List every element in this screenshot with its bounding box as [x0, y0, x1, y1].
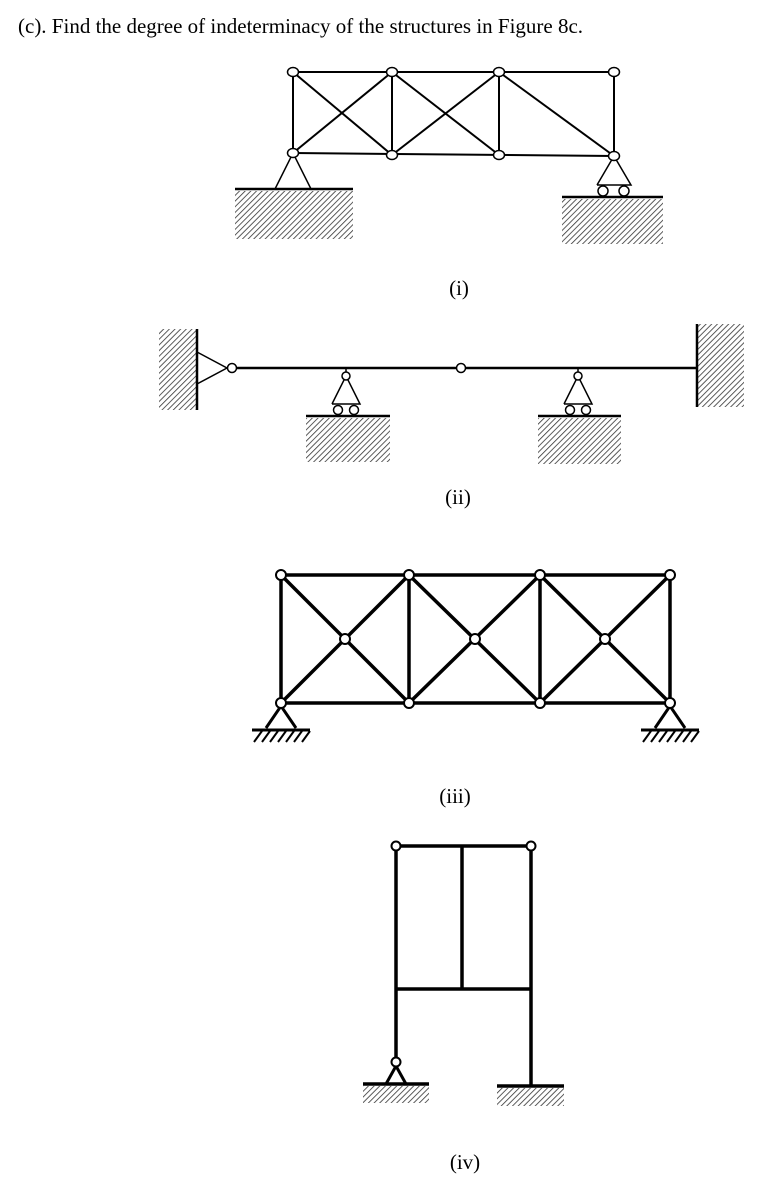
structure-ii-roller-b [563, 368, 594, 416]
structure-iv-ground-left [363, 1082, 429, 1103]
structure-iv [363, 840, 564, 1106]
structure-ii-ground-b [538, 414, 621, 464]
structure-ii-roller-a [331, 368, 362, 416]
structure-iv-pin-support [384, 1062, 408, 1085]
structure-i-joints [286, 66, 621, 162]
structure-ii-wall-right [695, 324, 744, 407]
caption-ii: (ii) [445, 485, 471, 509]
structure-ii-hinge [455, 362, 467, 374]
structure-iii-joints [275, 569, 676, 709]
caption-iii: (iii) [439, 784, 471, 808]
structure-ii-ground-a [306, 414, 390, 462]
structure-i-pin-support [274, 151, 312, 190]
structure-i-ground-left [235, 187, 353, 239]
structure-i-ground-right [562, 195, 663, 244]
structure-iv-joints [390, 840, 537, 1068]
structure-iii [252, 569, 700, 743]
question-text: (c). Find the degree of indeterminacy of… [18, 14, 584, 38]
structure-ii-wall-left [159, 329, 199, 410]
structure-iii-pin-support-right [641, 703, 700, 743]
caption-i: (i) [449, 276, 469, 300]
structure-ii [159, 324, 744, 464]
structure-i [235, 66, 663, 244]
structure-iii-pin-support-left [252, 703, 311, 743]
caption-iv: (iv) [449, 1150, 481, 1174]
structure-iv-members [394, 844, 533, 1086]
structure-i-members [292, 71, 615, 157]
structure-iv-ground-right [497, 1084, 564, 1106]
structure-i-roller-support [596, 154, 633, 197]
structure-ii-wall-pin [196, 351, 238, 385]
